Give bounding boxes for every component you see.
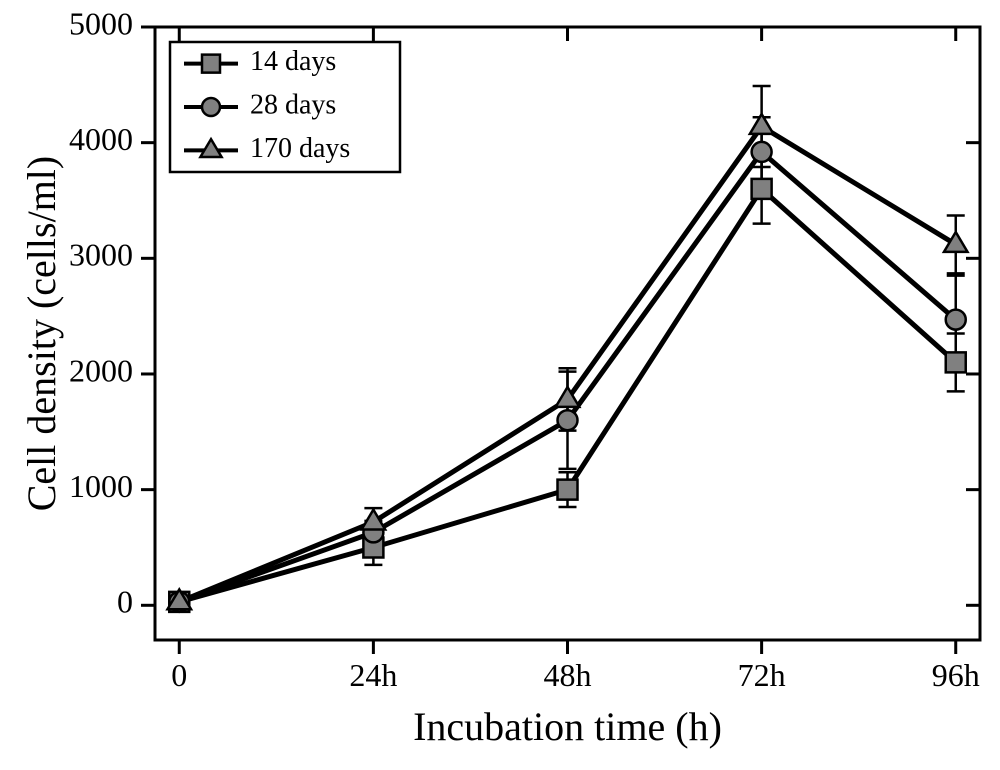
legend-label: 28 days [250,89,336,120]
marker-s28 [946,310,966,330]
y-tick-label: 5000 [69,5,133,41]
legend-label: 14 days [250,46,336,77]
x-tick-label: 96h [932,657,980,693]
chart-container: 0 1000 2000 3000 4000 5000 0 24h 48h 72h 96h Incuba… [0,0,1000,770]
y-tick-label: 4000 [69,121,133,157]
legend-marker [202,98,220,116]
marker-s14 [558,480,578,500]
marker-s14 [946,352,966,372]
y-tick-label: 2000 [69,352,133,388]
x-axis-title: Incubation time (h) [413,704,722,749]
x-tick-label: 48h [544,657,592,693]
legend-marker [202,55,220,73]
x-tick-label: 72h [738,657,786,693]
marker-s28 [752,142,772,162]
x-tick-label: 24h [349,657,397,693]
marker-s14 [752,179,772,199]
legend-label: 170 days [250,133,350,164]
y-axis-title: Cell density (cells/ml) [19,156,64,512]
marker-s28 [558,410,578,430]
chart-background [0,0,1000,770]
y-tick-label: 1000 [69,468,133,504]
chart-svg: 0 1000 2000 3000 4000 5000 0 24h 48h 72h 96h Incuba… [0,0,1000,770]
y-tick-label: 3000 [69,237,133,273]
y-tick-label: 0 [117,584,133,620]
x-tick-label: 0 [171,657,187,693]
